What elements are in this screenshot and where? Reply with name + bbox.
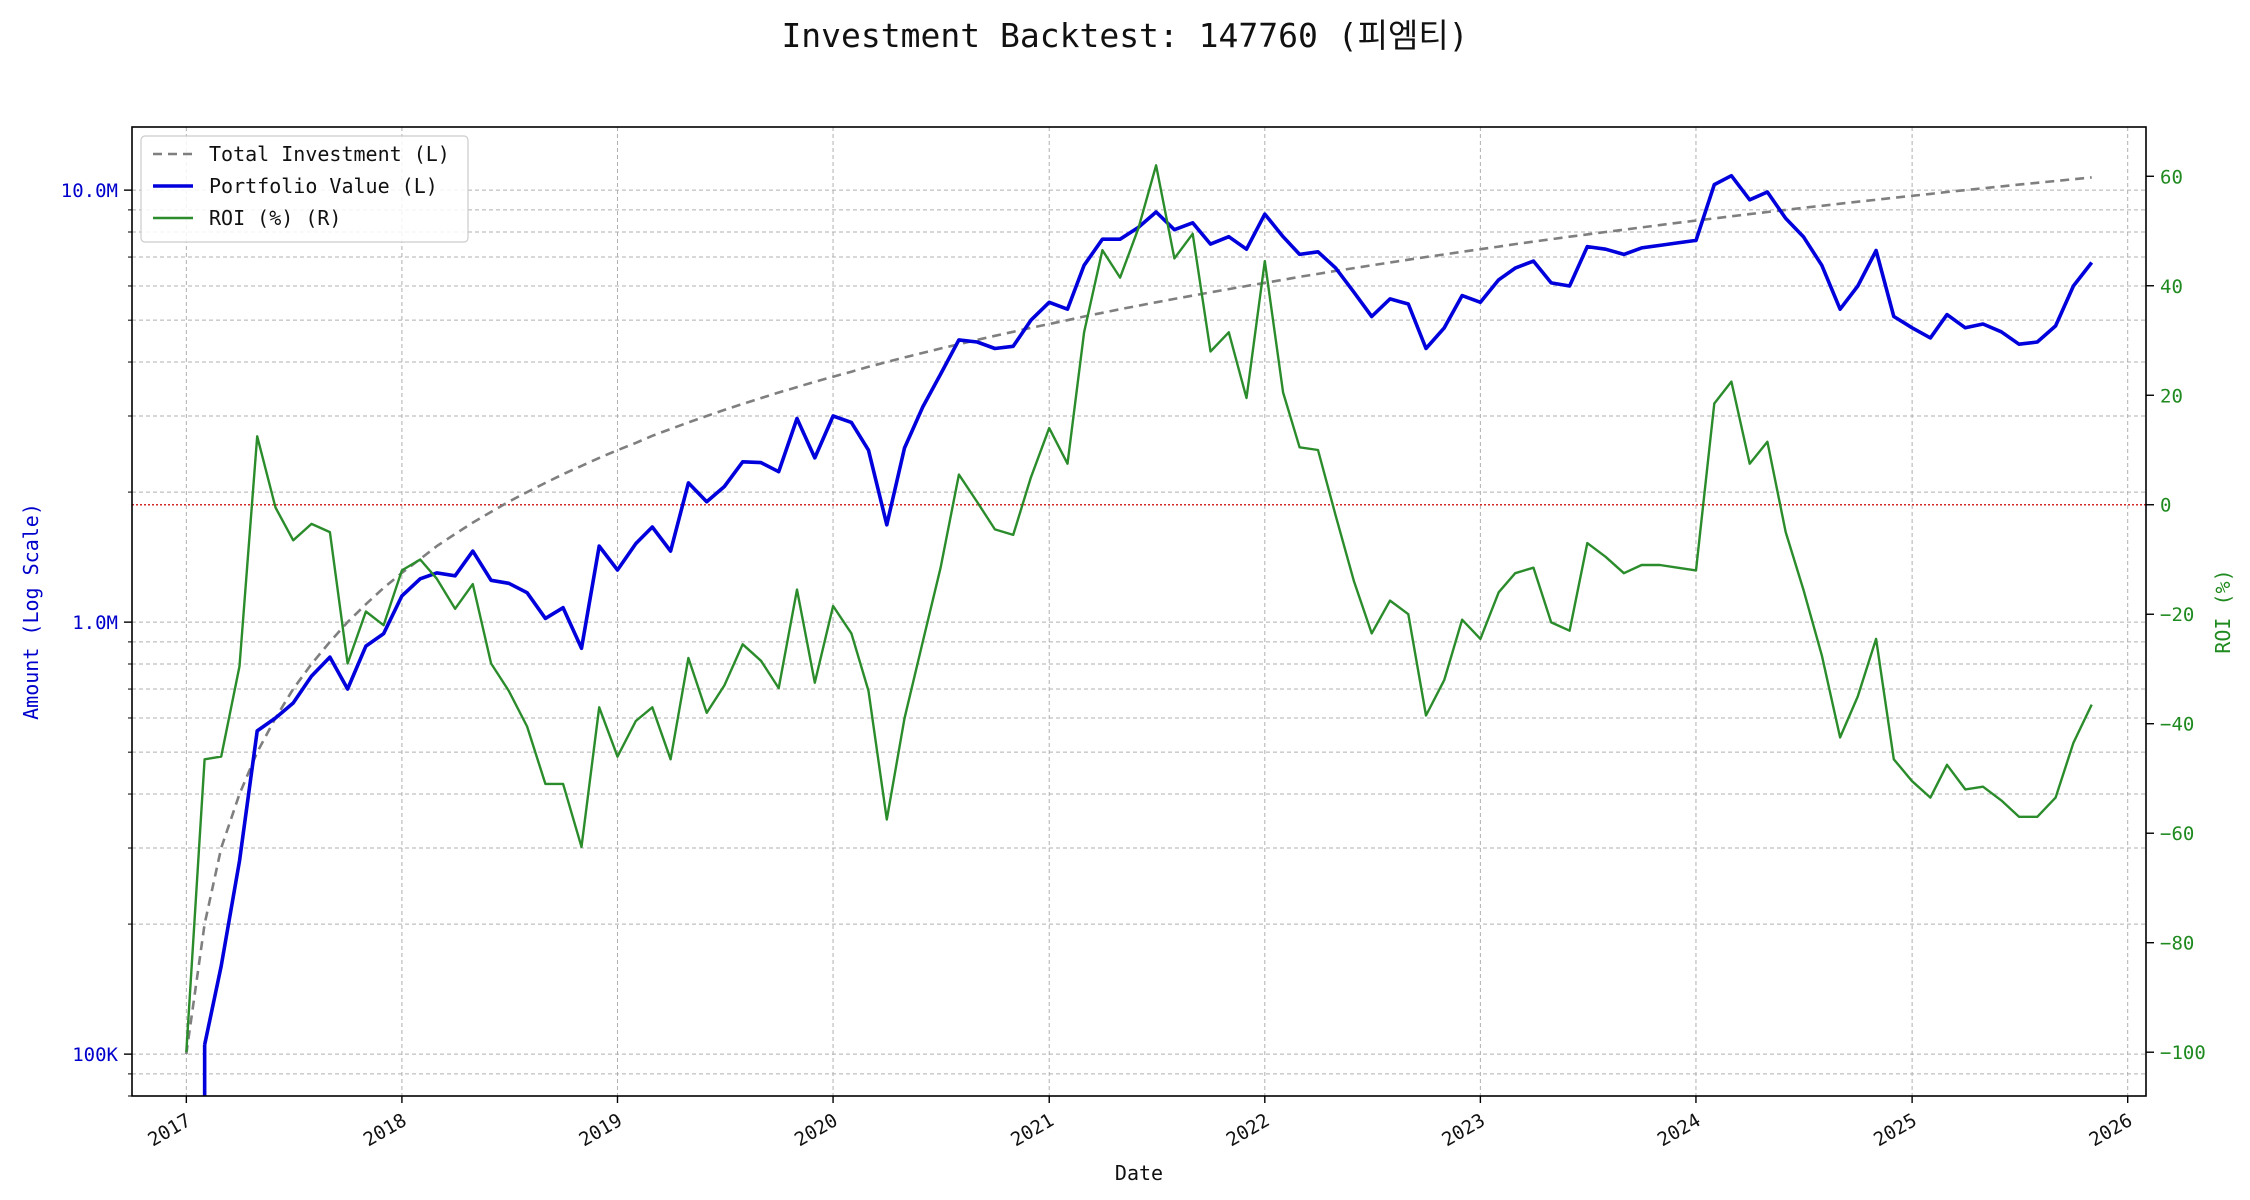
legend-label: Total Investment (L) — [209, 142, 450, 166]
x-tick-label: 2020 — [791, 1109, 842, 1151]
y-right-tick-label: −20 — [2160, 604, 2194, 626]
roi-line — [185, 164, 2093, 1053]
y-right-tick-label: 20 — [2160, 385, 2183, 407]
x-tick-label: 2026 — [2086, 1109, 2137, 1151]
y-right-tick-label: 0 — [2160, 495, 2171, 517]
legend-label: ROI (%) (R) — [209, 206, 341, 230]
x-tick-label: 2019 — [575, 1109, 626, 1151]
y-right-axis-label: ROI (%) — [2211, 569, 2235, 653]
x-tick-label: 2018 — [360, 1109, 411, 1151]
y-right-tick-label: −80 — [2160, 933, 2194, 955]
y-left-tick-label: 10.0M — [61, 180, 118, 202]
total-investment-line — [185, 176, 2092, 1055]
x-axis-ticks: 2017 2018 2019 2020 2021 2022 2023 2024 2025 2026 — [144, 1096, 2136, 1151]
x-tick-label: 2023 — [1438, 1109, 1489, 1151]
y-left-axis-ticks: 100K 1.0M 10.0M — [61, 180, 132, 1097]
y-left-axis-label: Amount (Log Scale) — [19, 503, 43, 720]
y-right-tick-label: −60 — [2160, 823, 2194, 845]
legend-label: Portfolio Value (L) — [209, 174, 438, 198]
y-left-tick-label: 1.0M — [72, 612, 118, 634]
series-lines — [185, 164, 2094, 1096]
y-left-tick-label: 100K — [72, 1044, 118, 1066]
y-right-tick-label: −40 — [2160, 714, 2194, 736]
y-right-axis-ticks: −100 −80 −60 −40 −20 0 20 40 60 — [2146, 166, 2206, 1064]
legend-box — [140, 135, 469, 243]
x-tick-label: 2021 — [1007, 1109, 1058, 1151]
x-axis-label: Date — [1115, 1161, 1163, 1185]
plot-frame — [131, 126, 2147, 1097]
x-tick-label: 2022 — [1223, 1109, 1274, 1151]
y-right-tick-label: 60 — [2160, 166, 2183, 188]
grid-lines — [132, 127, 2146, 1097]
legend: Total Investment (L) Portfolio Value (L) R… — [140, 135, 469, 243]
y-right-tick-label: 40 — [2160, 276, 2183, 298]
portfolio-value-line — [202, 173, 2094, 1046]
x-tick-label: 2017 — [144, 1109, 195, 1151]
chart-title: Investment Backtest: 147760 (피엠티) — [781, 16, 1468, 55]
y-right-tick-label: −100 — [2160, 1042, 2206, 1064]
x-tick-label: 2025 — [1870, 1109, 1921, 1151]
x-tick-label: 2024 — [1654, 1109, 1705, 1151]
